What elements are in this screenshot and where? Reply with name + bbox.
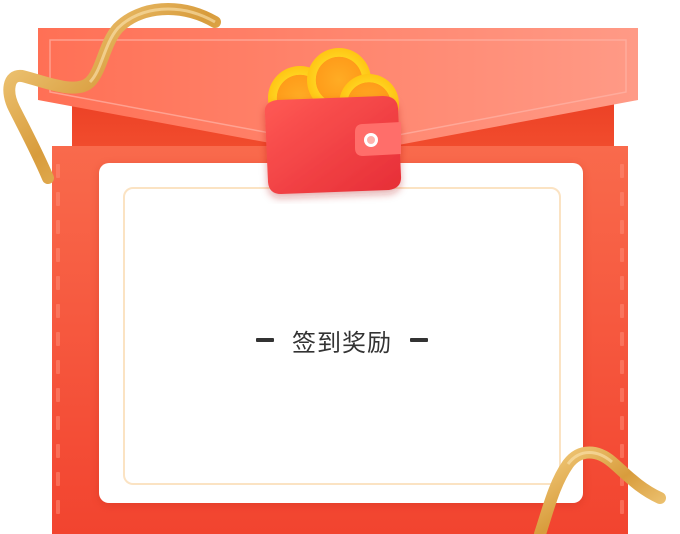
gold-ribbon-top [3, 3, 221, 184]
gold-ribbon-bottom [534, 446, 666, 534]
reward-card-border: 签到奖励 [123, 187, 561, 485]
title-dash-left [256, 338, 274, 342]
reward-card: 签到奖励 [99, 163, 583, 503]
title-dash-right [410, 338, 428, 342]
reward-title-row: 签到奖励 [125, 325, 559, 357]
wallet-icon [264, 48, 402, 194]
envelope-stitches-left [56, 164, 60, 514]
reward-title: 签到奖励 [292, 328, 392, 357]
